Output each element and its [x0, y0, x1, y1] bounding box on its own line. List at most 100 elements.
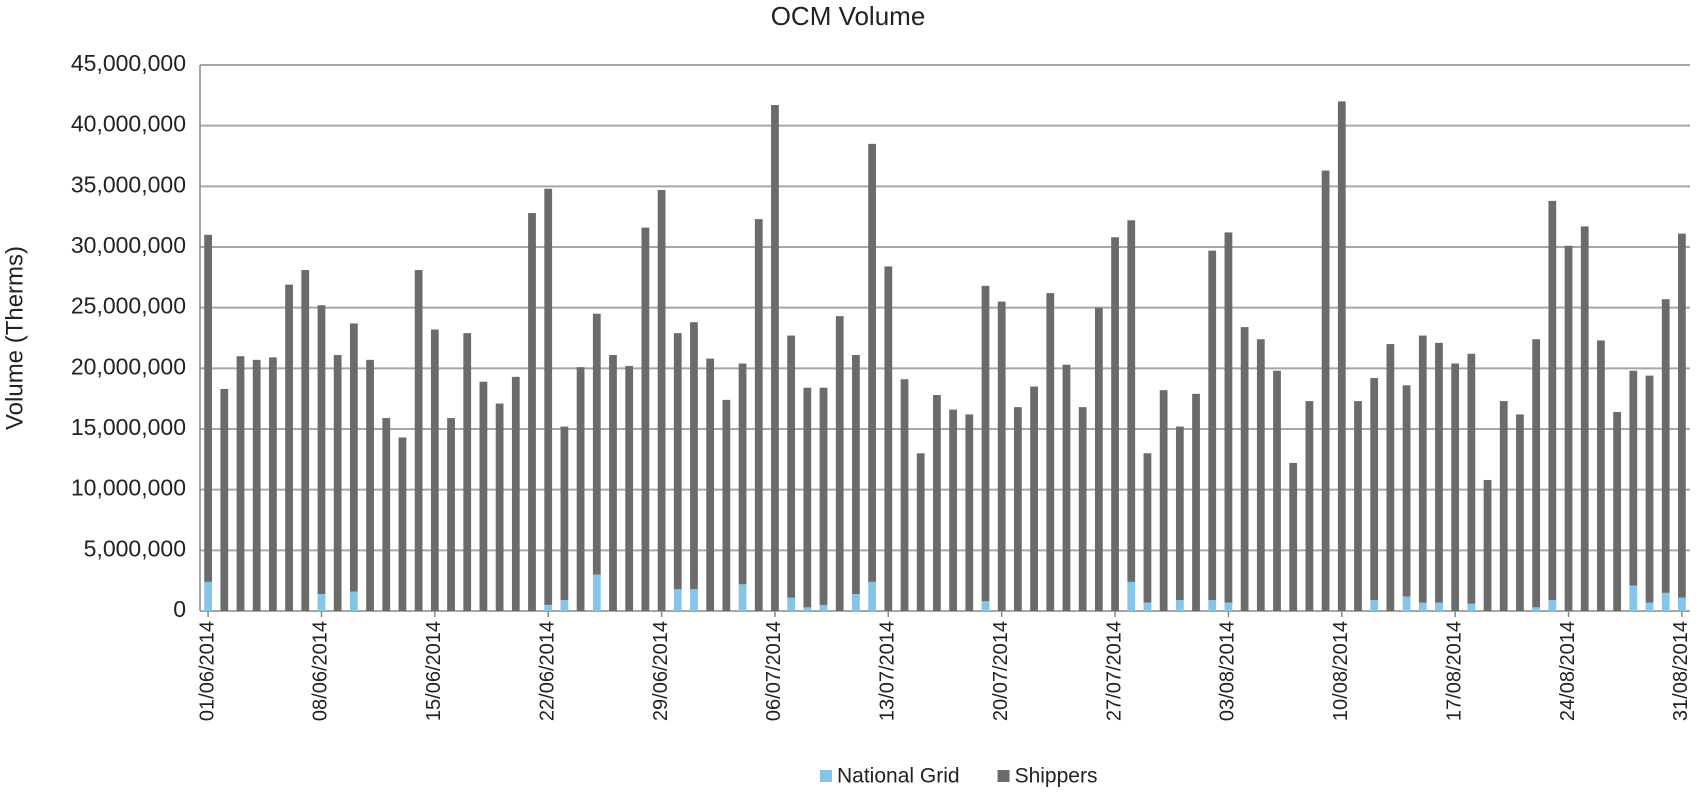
bar-segment: [1564, 245, 1573, 611]
bar-segment: [868, 581, 877, 611]
bar-segment: [673, 589, 682, 611]
bar-segment: [1208, 250, 1217, 601]
bar-segment: [1289, 462, 1298, 611]
y-tick-label: 40,000,000: [71, 111, 186, 137]
x-tick-label: 13/07/2014: [877, 621, 899, 721]
bar-segment: [1078, 407, 1087, 611]
bar-segment: [252, 359, 261, 611]
bar-segment: [268, 357, 277, 611]
y-axis-label: Volume (Therms): [1, 246, 28, 430]
bar-segment: [1127, 581, 1136, 611]
x-tick-label: 03/08/2014: [1217, 621, 1239, 721]
bar-segment: [1370, 378, 1379, 601]
bar-segment: [544, 188, 553, 605]
bar-segment: [1645, 602, 1654, 611]
bar-segment: [333, 354, 342, 611]
x-tick-label: 15/06/2014: [423, 621, 445, 721]
bar-segment: [738, 363, 747, 585]
bar-segment: [430, 329, 439, 611]
bar-segment: [1143, 602, 1152, 611]
legend-label: Shippers: [1015, 765, 1098, 788]
bar-segment: [690, 322, 698, 590]
bar-segment: [1580, 226, 1589, 611]
bar-segment: [592, 313, 601, 575]
bar-segment: [560, 600, 569, 611]
bar-segment: [1418, 335, 1427, 603]
x-tick-label: 22/06/2014: [536, 621, 558, 721]
bar-segment: [1192, 393, 1200, 611]
bar-segment: [868, 143, 877, 582]
bar-segment: [317, 305, 326, 595]
bar-segment: [1224, 232, 1233, 603]
bar-segment: [981, 601, 990, 611]
bar-segment: [1499, 401, 1508, 611]
bar-segment: [1046, 293, 1055, 611]
bar-segment: [900, 379, 909, 611]
x-tick-label: 24/08/2014: [1557, 621, 1579, 721]
bar-segment: [366, 359, 374, 611]
bar-segment: [852, 354, 860, 595]
bar-segment: [1451, 363, 1460, 611]
bar-segment: [1208, 600, 1217, 611]
bar-segment: [204, 581, 212, 611]
bar-segment: [1175, 426, 1184, 601]
bar-segment: [787, 597, 796, 611]
bar-segment: [220, 388, 229, 611]
bar-segment: [754, 219, 763, 612]
bar-segment: [1030, 386, 1038, 611]
bar-segment: [1143, 453, 1152, 603]
y-tick-label: 30,000,000: [71, 232, 186, 258]
bar-segment: [204, 234, 212, 582]
bar-segment: [673, 333, 682, 590]
bar-segment: [933, 395, 941, 611]
bar-segment: [722, 399, 731, 611]
bar-segment: [997, 301, 1006, 611]
bar-segment: [398, 437, 407, 611]
bar-segment: [690, 589, 698, 611]
bar-segment: [1354, 401, 1362, 611]
legend-swatch: [820, 770, 832, 782]
bar-segment: [738, 584, 747, 611]
bar-segment: [1370, 600, 1379, 611]
bar-segment: [835, 316, 844, 611]
bar-segment: [981, 285, 990, 602]
bar-segment: [1629, 585, 1638, 611]
bar-segment: [463, 333, 472, 611]
bar-segment: [803, 387, 812, 608]
bar-segment: [916, 453, 925, 611]
bar-segment: [819, 604, 828, 611]
bar-segment: [1337, 101, 1346, 612]
bar-segment: [592, 574, 601, 611]
bar-segment: [1678, 597, 1686, 611]
bar-segment: [1386, 344, 1395, 611]
bar-segment: [625, 365, 634, 611]
bar-segment: [787, 335, 796, 598]
bar-segment: [1548, 600, 1557, 611]
bar-segment: [1532, 339, 1541, 608]
bar-segment: [495, 403, 504, 611]
bar-segment: [1175, 600, 1184, 611]
x-tick-label: 01/06/2014: [196, 621, 218, 721]
bar-segment: [414, 270, 423, 611]
bar-segment: [1305, 401, 1314, 611]
x-tick-label: 20/07/2014: [990, 621, 1012, 721]
bar-segment: [884, 266, 893, 611]
bar-segment: [1256, 339, 1265, 611]
bar-segment: [236, 356, 245, 611]
bar-segment: [819, 387, 828, 605]
bar-segment: [706, 358, 715, 611]
bar-segment: [1273, 370, 1281, 611]
bar-segment: [1435, 342, 1443, 603]
bar-segment: [1467, 353, 1476, 604]
y-tick-label: 10,000,000: [71, 475, 186, 501]
bar-segment: [1240, 327, 1249, 611]
bar-segment: [1661, 592, 1670, 611]
bar-segment: [1629, 370, 1638, 586]
bar-segment: [1159, 390, 1168, 611]
y-tick-label: 25,000,000: [71, 293, 186, 319]
bar-segment: [301, 270, 310, 611]
y-tick-label: 5,000,000: [84, 535, 186, 561]
y-tick-label: 35,000,000: [71, 171, 186, 197]
bar-segment: [349, 323, 358, 592]
x-tick-label: 27/07/2014: [1103, 621, 1125, 721]
